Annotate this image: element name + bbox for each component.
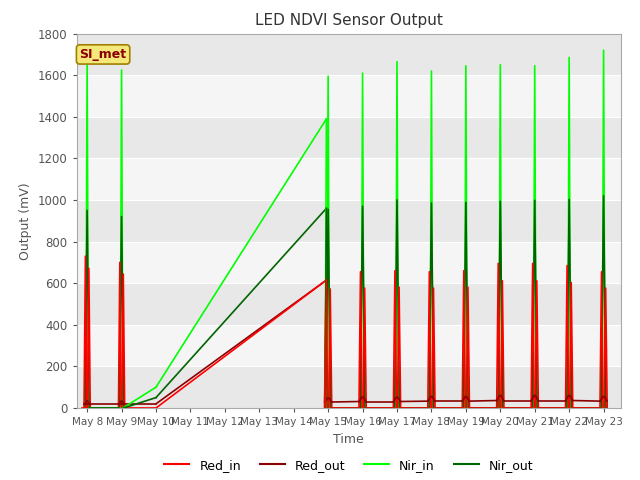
Text: SI_met: SI_met (79, 48, 127, 61)
Title: LED NDVI Sensor Output: LED NDVI Sensor Output (255, 13, 443, 28)
X-axis label: Time: Time (333, 432, 364, 445)
Bar (77, 200, 621, 241)
Y-axis label: Output (mV): Output (mV) (19, 182, 33, 260)
Bar (77, 366, 621, 408)
Legend: Red_in, Red_out, Nir_in, Nir_out: Red_in, Red_out, Nir_in, Nir_out (159, 454, 538, 477)
Bar (77, 158, 621, 200)
Bar (77, 325, 621, 366)
Bar (77, 117, 621, 158)
Bar (77, 75, 621, 117)
Bar (77, 283, 621, 325)
Bar (77, 241, 621, 283)
Bar (77, 34, 621, 75)
